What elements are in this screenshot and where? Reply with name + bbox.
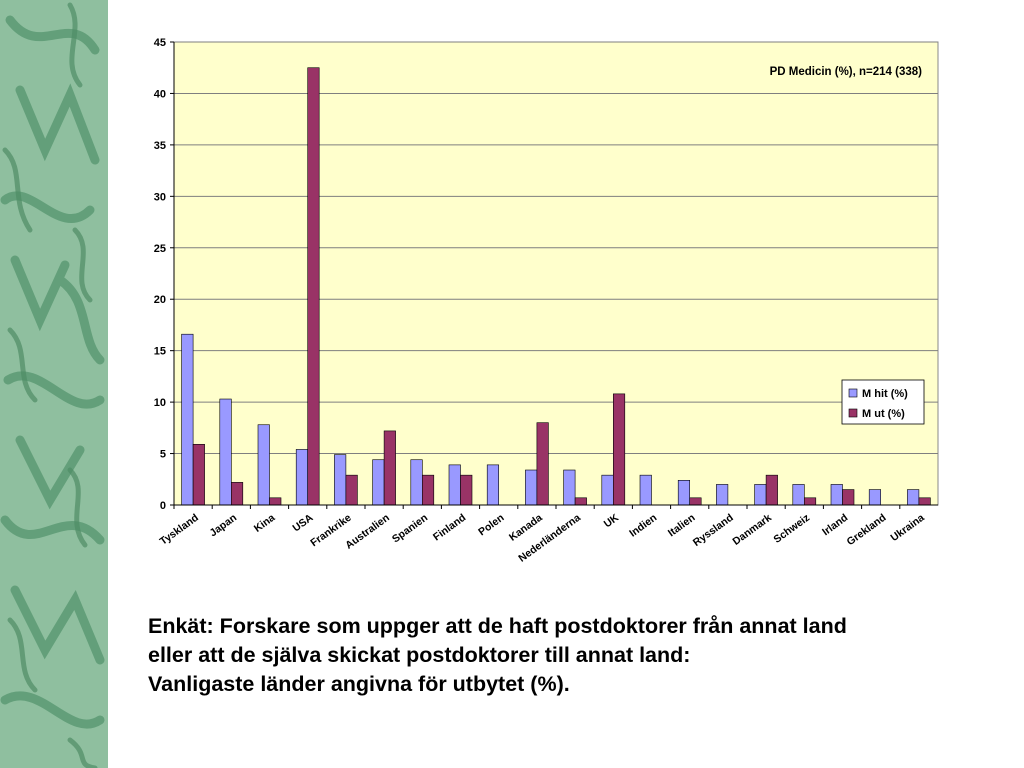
bar-ut-schweiz: [803, 497, 817, 506]
x-tick-label: Spanien: [390, 512, 430, 546]
bar-hit-irland: [830, 484, 843, 506]
y-tick-label: 15: [154, 346, 166, 358]
bar-hit-ukraina: [907, 489, 920, 506]
bar-hit-frankrike: [334, 454, 347, 506]
x-tick-label: UK: [602, 511, 622, 530]
x-tick-label: USA: [290, 511, 315, 534]
bar-ut-japan: [231, 482, 244, 506]
bar-ut-ukraina: [918, 497, 931, 506]
y-tick-label: 20: [154, 294, 166, 306]
bar-hit-tyskland: [181, 333, 194, 506]
bar-hit-kanada: [525, 469, 538, 506]
y-tick-label: 5: [160, 449, 166, 461]
bar-ut-kina: [269, 497, 282, 506]
bar-ut-usa: [307, 67, 320, 506]
x-tick-label: Italien: [666, 512, 698, 540]
x-axis-ticks: Tyskland Japan Kina USAFrankrikeAustralienS…: [158, 505, 927, 565]
bar-hit-ryssland: [716, 484, 729, 506]
y-tick-label: 45: [154, 37, 166, 49]
bar-ut-spanien: [421, 474, 435, 506]
y-tick-label: 40: [154, 88, 166, 100]
bar-hit-kina: [257, 424, 270, 506]
bar-ut-nederländerna: [574, 497, 587, 506]
bar-hit-australien: [372, 459, 385, 506]
legend: M hit (%) M ut (%): [841, 379, 925, 425]
bar-hit-japan: [219, 398, 232, 506]
x-tick-label: Ryssland: [691, 512, 736, 549]
x-tick-label: Tyskland: [158, 512, 201, 548]
x-tick-label: Irland: [820, 512, 850, 539]
caption-line-2: eller att de själva skickat postdoktorer…: [148, 643, 691, 667]
legend-swatch: [848, 408, 858, 418]
bar-hit-polen: [486, 464, 500, 506]
bar-hit-italien: [677, 480, 691, 506]
bar-hit-schweiz: [792, 484, 805, 506]
bar-hit-usa: [295, 449, 308, 506]
bar-hit-nederländerna: [563, 469, 576, 506]
bar-ut-irland: [842, 489, 855, 506]
legend-swatch: [848, 388, 858, 398]
x-tick-label: Indien: [627, 512, 659, 540]
bar-chart: 0 5 10 15 20 25 30 35 40 45 Tyskland Japan Kina USA F…: [154, 37, 939, 565]
caption-line-1: Enkät: Forskare som uppger att de haft p…: [148, 614, 847, 638]
bar-hit-finland: [448, 464, 461, 506]
x-tick-label: Schweiz: [771, 512, 812, 546]
bar-ut-danmark: [765, 474, 778, 506]
bar-hit-spanien: [410, 459, 423, 506]
legend-label: M hit (%): [862, 388, 908, 400]
bar-ut-italien: [689, 497, 702, 506]
bar-hit-grekland: [868, 489, 882, 506]
y-axis-ticks: 0 5 10 15 20 25 30 35 40 45: [154, 37, 174, 512]
caption-line-3: Vanligaste länder angivna för utbytet (%…: [148, 672, 570, 696]
bar-hit-uk: [601, 474, 614, 506]
y-tick-label: 30: [154, 191, 166, 203]
bar-hit-danmark: [754, 484, 767, 506]
y-tick-label: 0: [160, 500, 166, 512]
legend-label: M ut (%): [862, 408, 905, 420]
bar-ut-finland: [460, 474, 473, 506]
x-tick-label: Japan: [207, 512, 239, 540]
bar-ut-uk: [612, 393, 626, 506]
y-tick-label: 25: [154, 243, 166, 255]
x-tick-label: Polen: [476, 512, 506, 539]
bars: [181, 67, 931, 506]
x-tick-label: Grekland: [845, 512, 889, 548]
bar-ut-frankrike: [345, 474, 358, 506]
caption: Enkät: Forskare som uppger att de haft p…: [148, 612, 1008, 699]
x-tick-label: Danmark: [730, 512, 774, 548]
x-tick-label: Finland: [431, 512, 468, 544]
bar-ut-australien: [383, 430, 396, 506]
bar-hit-indien: [639, 474, 652, 506]
chart-subtitle: PD Medicin (%), n=214 (338): [770, 66, 923, 78]
decorative-side-band: [0, 0, 108, 768]
x-tick-label: Ukraina: [888, 512, 926, 544]
y-tick-label: 35: [154, 140, 166, 152]
decorative-calligraphy-pattern: [0, 2, 105, 768]
y-tick-label: 10: [154, 397, 166, 409]
x-tick-label: Kina: [252, 512, 278, 535]
bar-ut-tyskland: [192, 443, 205, 506]
gridlines: [174, 41, 938, 455]
bar-ut-kanada: [536, 422, 549, 506]
plot-area: [173, 41, 939, 506]
